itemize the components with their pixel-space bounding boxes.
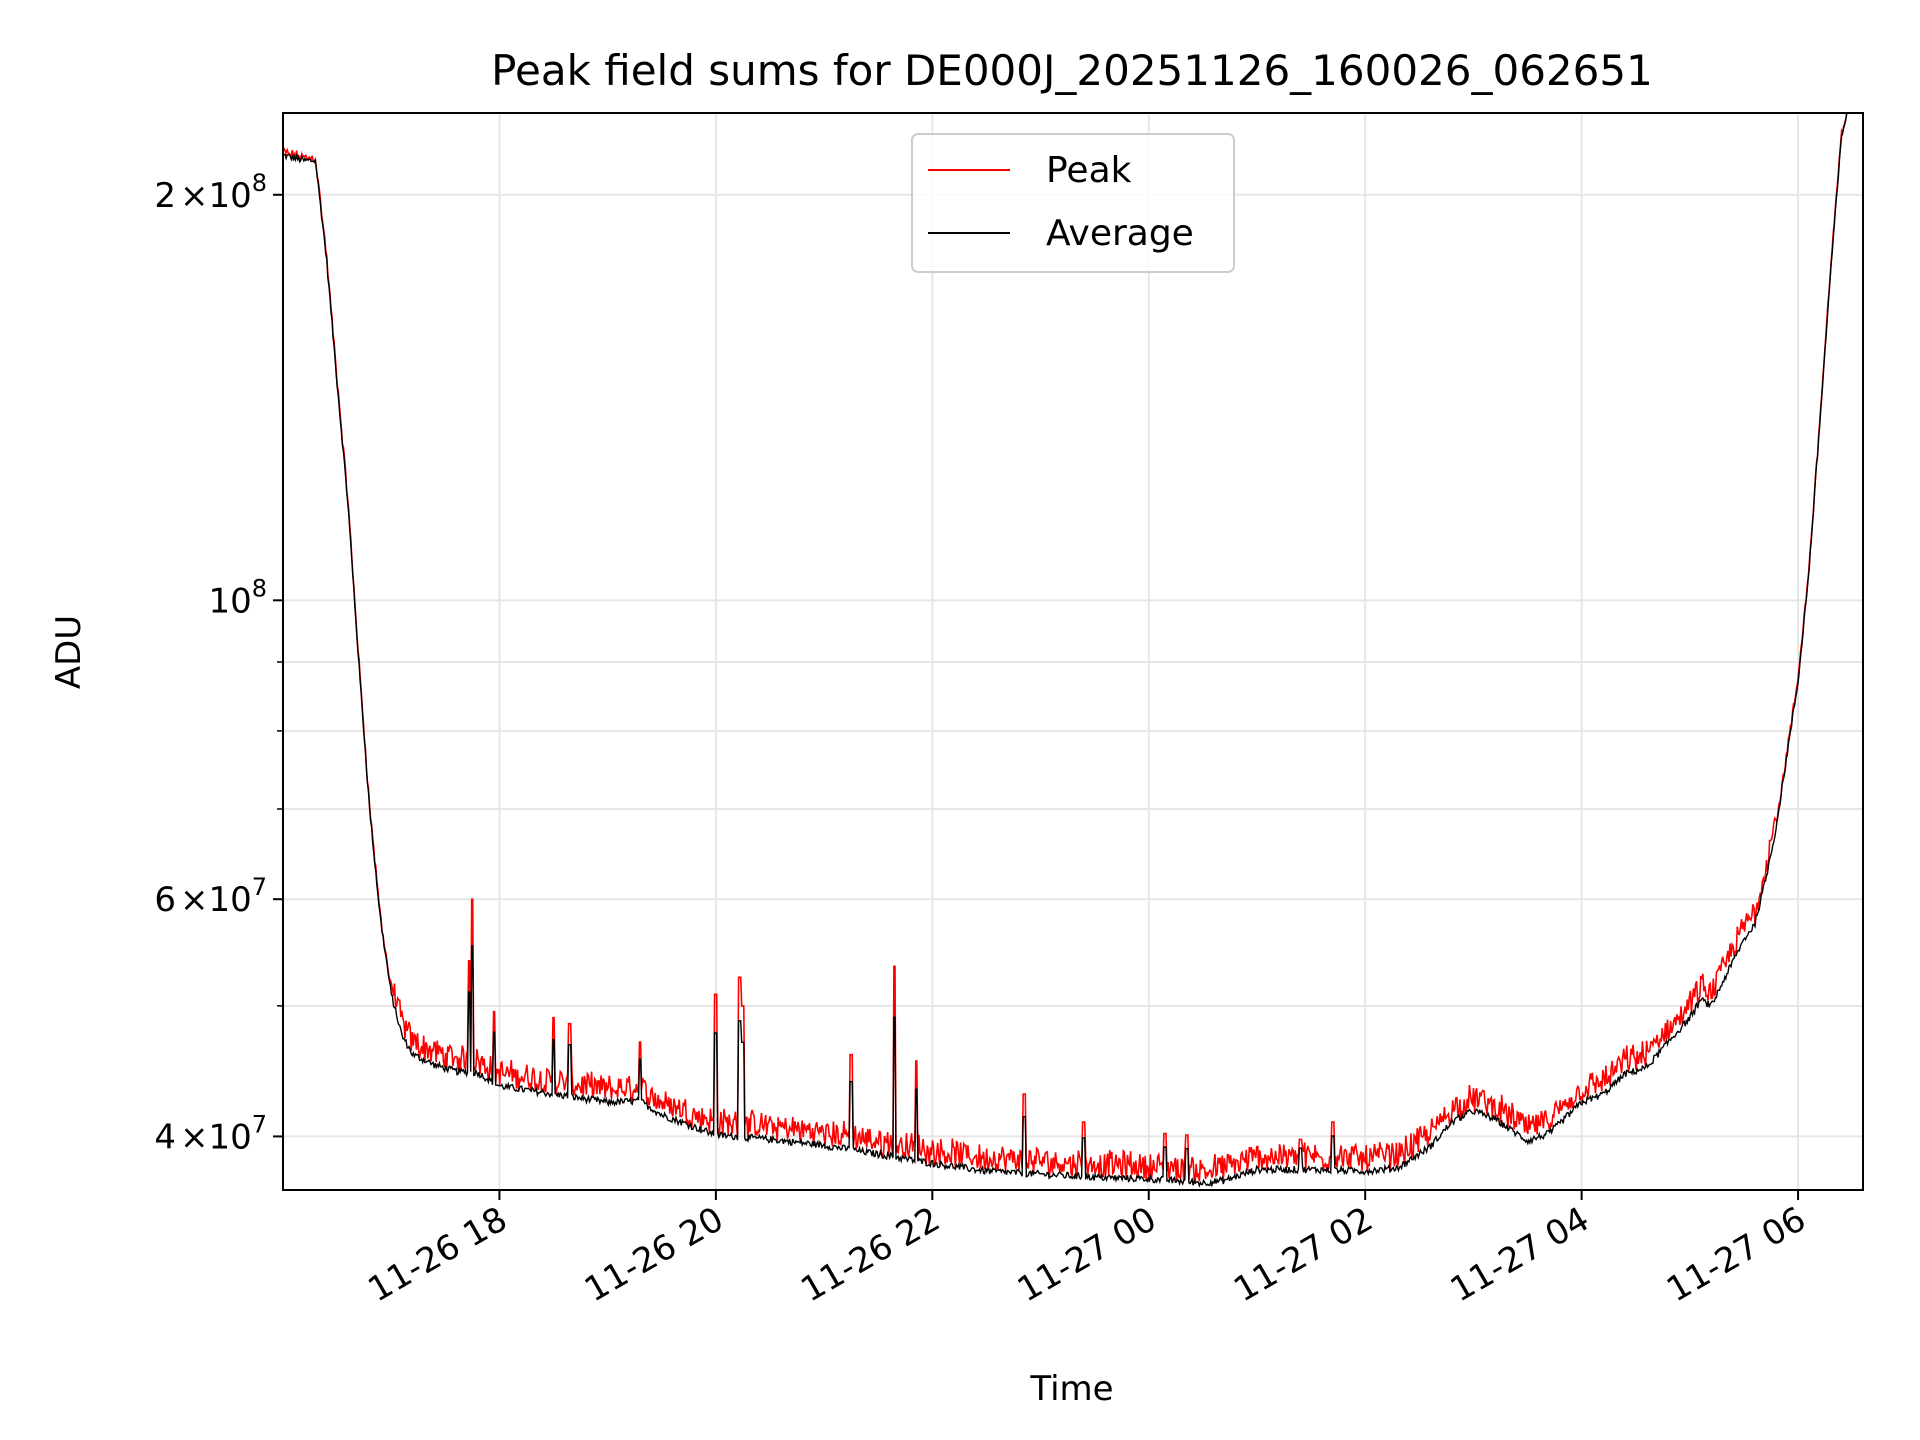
y-tick-mantissa: 6	[154, 880, 176, 920]
y-tick-label: 108	[208, 574, 267, 621]
y-tick-times: ×	[180, 176, 209, 216]
y-tick-label: 2 ×108	[154, 169, 267, 216]
y-tick-base: 10	[208, 1117, 251, 1157]
legend-label-average: Average	[1046, 213, 1194, 254]
legend: Peak Average	[911, 133, 1235, 273]
series-layer	[282, 112, 1848, 1188]
y-tick-exponent: 8	[252, 169, 267, 197]
y-tick-exponent: 7	[252, 873, 267, 901]
chart-title: Peak field sums for DE000J_20251126_1600…	[491, 46, 1653, 95]
y-tick-base: 10	[208, 581, 251, 621]
legend-box	[911, 133, 1235, 273]
series-line-average	[282, 113, 1848, 1188]
y-tick-exponent: 7	[252, 1110, 267, 1138]
y-tick-base: 10	[208, 176, 251, 216]
x-axis-label: Time	[1029, 1369, 1113, 1409]
y-tick-base: 10	[208, 880, 251, 920]
y-tick-times: ×	[180, 880, 209, 920]
y-tick-label: 4 ×107	[154, 1110, 267, 1157]
y-tick-exponent: 8	[252, 574, 267, 602]
y-axis-label: ADU	[49, 615, 89, 689]
y-tick-label: 6 ×107	[154, 873, 267, 920]
legend-label-peak: Peak	[1046, 150, 1132, 191]
y-tick-mantissa: 4	[154, 1117, 176, 1157]
plot-frame	[282, 112, 1864, 1191]
y-tick-times: ×	[180, 1117, 209, 1157]
y-tick-mantissa: 2	[154, 176, 176, 216]
